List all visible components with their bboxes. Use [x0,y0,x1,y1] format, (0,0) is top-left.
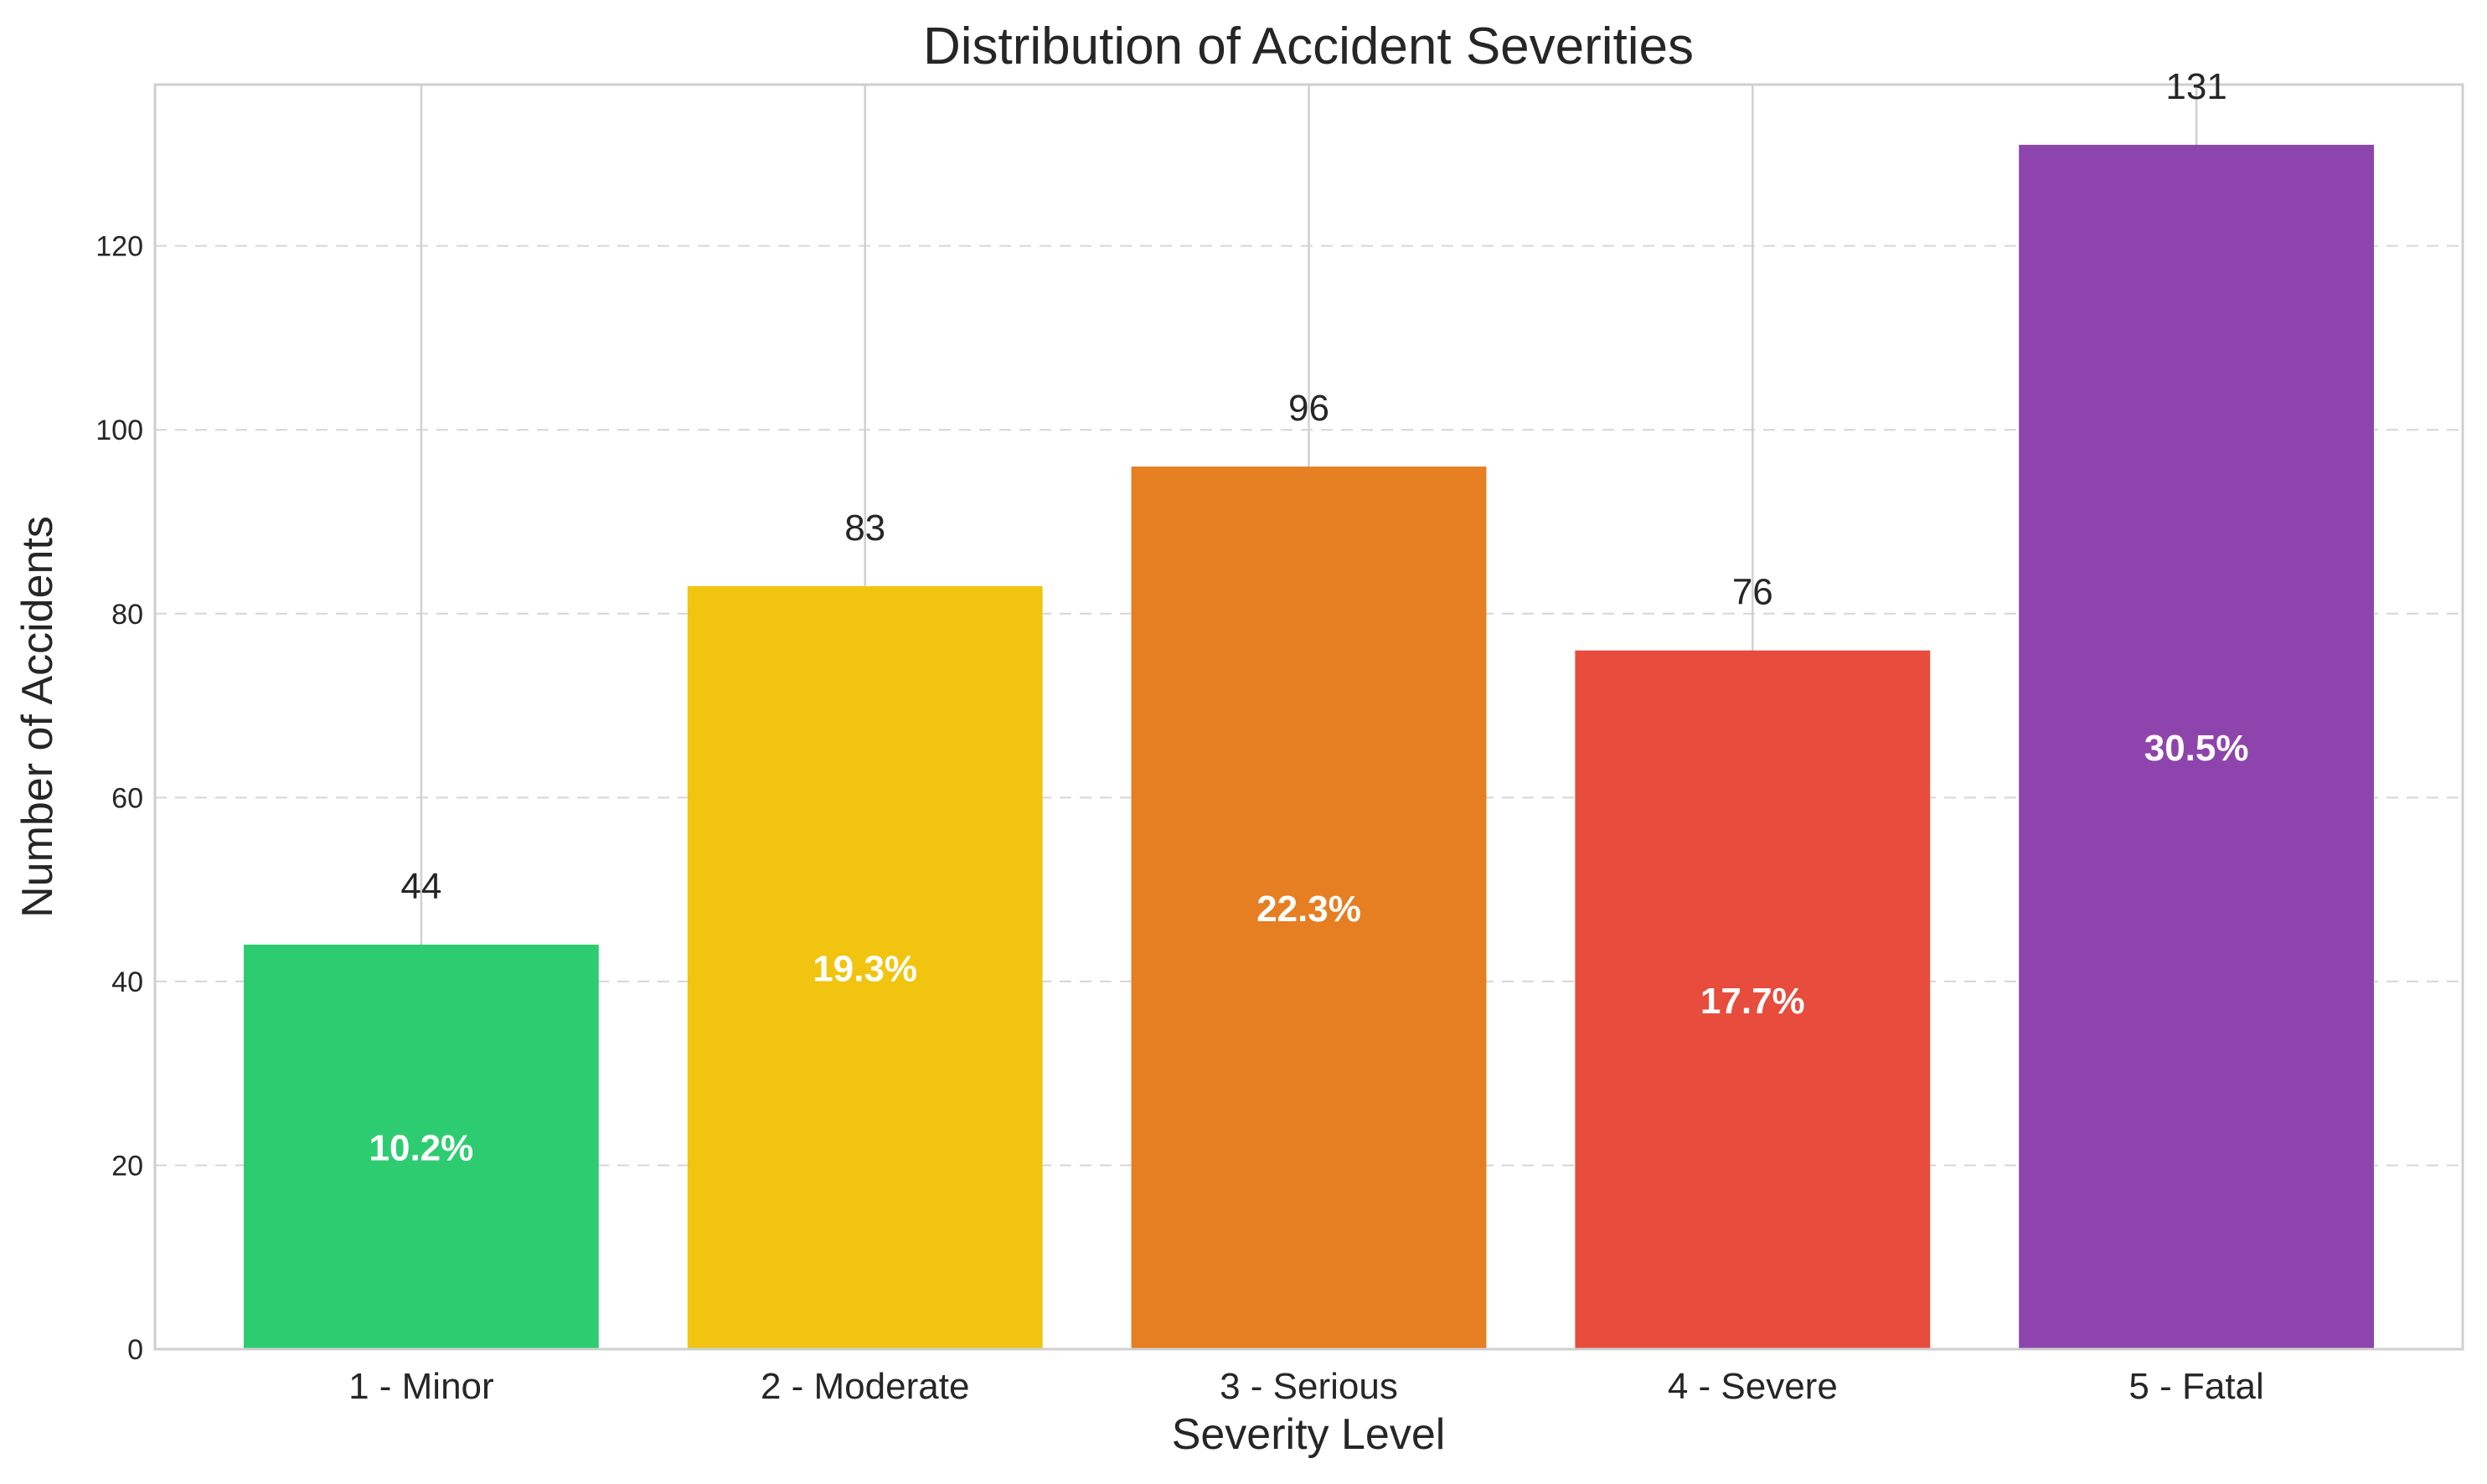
y-tick-label: 120 [95,231,143,263]
value-label: 83 [844,508,885,549]
y-tick-label: 60 [111,782,143,814]
bar [1131,466,1487,1349]
percent-label: 17.7% [1700,981,1805,1022]
percent-label: 22.3% [1256,889,1361,930]
y-axis-ticks: 0 20 40 60 80 100 120 [95,231,143,1366]
chart-title: Distribution of Accident Severities [923,18,1694,75]
x-tick-label: 3 - Serious [1220,1366,1398,1407]
plot-area-frame [153,83,2464,1351]
y-tick-label: 20 [111,1150,143,1182]
value-label: 44 [400,866,441,907]
x-tick-label: 1 - Minor [348,1366,494,1407]
bar [243,944,599,1349]
x-tick-label: 5 - Fatal [2128,1366,2263,1407]
x-tick-label: 2 - Moderate [761,1366,969,1407]
y-axis-label: Number of Accidents [13,516,62,918]
bars [243,144,2375,1349]
percent-label: 10.2% [369,1127,474,1168]
y-tick-label: 40 [111,966,143,998]
y-tick-label: 0 [127,1334,143,1366]
y-tick-label: 80 [111,599,143,631]
percent-label: 19.3% [813,948,917,989]
percent-label: 30.5% [2144,728,2249,769]
y-tick-label: 100 [95,415,143,446]
value-label: 96 [1288,388,1329,429]
value-labels: 44 83 96 76 131 [400,66,2226,907]
bar [687,585,1043,1349]
x-axis-label: Severity Level [1172,1410,1446,1459]
bar [1575,650,1931,1349]
percent-labels: 10.2% 19.3% 22.3% 17.7% 30.5% [369,728,2249,1169]
x-tick-label: 4 - Severe [1668,1366,1838,1407]
value-label: 131 [2165,66,2226,107]
bar [2019,144,2375,1349]
x-axis-ticks: 1 - Minor 2 - Moderate 3 - Serious 4 - Seve… [348,1366,2264,1407]
value-label: 76 [1732,572,1773,613]
